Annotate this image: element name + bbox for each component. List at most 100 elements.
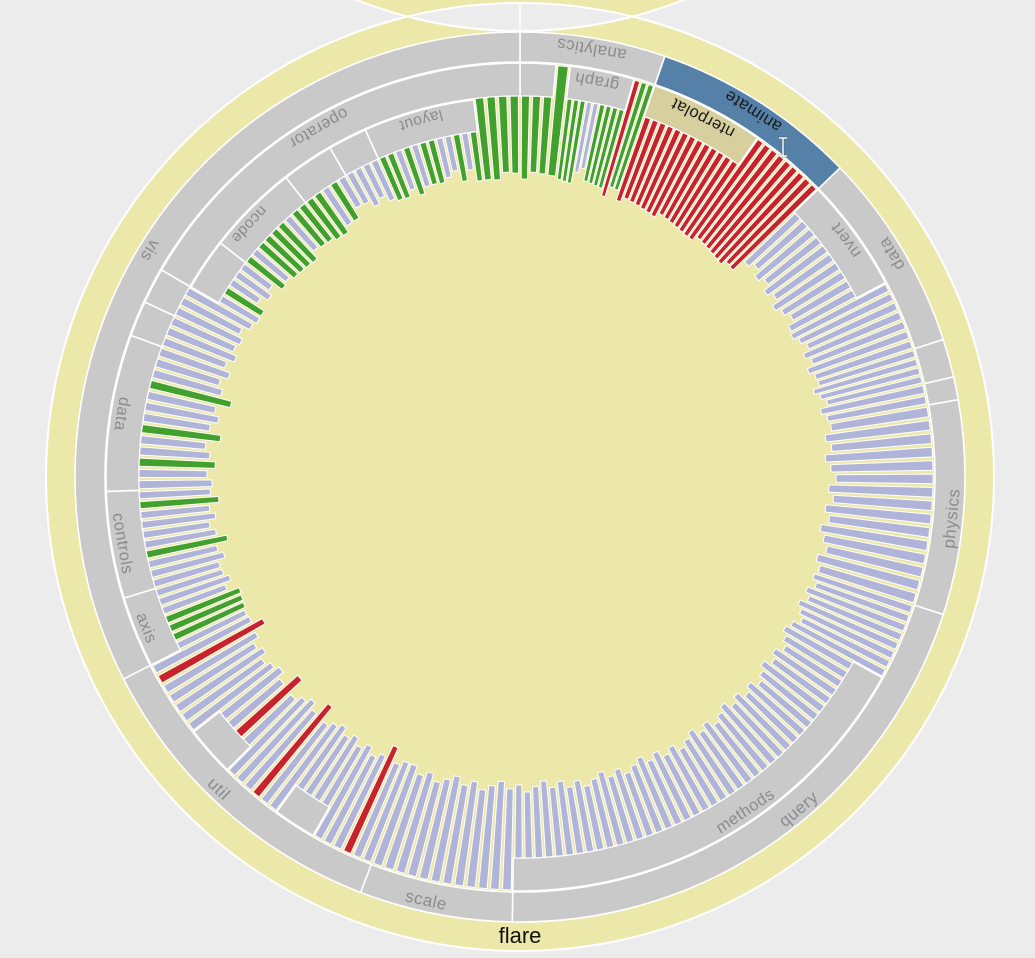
leaf-node[interactable] <box>386 152 411 200</box>
leaf-node[interactable] <box>220 666 284 721</box>
leaf-node[interactable] <box>623 771 654 838</box>
leaf-node[interactable] <box>615 116 652 203</box>
leaf-node[interactable] <box>296 723 348 791</box>
leaf-node[interactable] <box>805 302 899 350</box>
leaf-node[interactable] <box>613 83 655 191</box>
leaf-node[interactable] <box>306 197 342 241</box>
leaf-node[interactable] <box>145 534 229 559</box>
leaf-node[interactable] <box>753 228 816 282</box>
leaf-node[interactable] <box>174 306 244 346</box>
leaf-node[interactable] <box>828 514 931 538</box>
leaf-node[interactable] <box>418 778 452 881</box>
leaf-node[interactable] <box>760 660 826 713</box>
leaf-node[interactable] <box>824 504 932 525</box>
leaf-node[interactable] <box>228 696 307 777</box>
leaf-node[interactable] <box>187 661 275 731</box>
leaf-node[interactable] <box>291 208 327 248</box>
arc-cluster[interactable] <box>519 62 557 99</box>
leaf-node[interactable] <box>218 295 261 325</box>
leaf-node[interactable] <box>590 777 615 849</box>
leaf-node[interactable] <box>630 763 664 834</box>
leaf-node[interactable] <box>790 283 890 340</box>
leaf-node[interactable] <box>573 101 593 174</box>
leaf-node[interactable] <box>168 594 244 633</box>
leaf-node[interactable] <box>489 780 506 890</box>
leaf-node[interactable] <box>139 496 220 510</box>
leaf-node[interactable] <box>566 100 586 184</box>
leaf-node[interactable] <box>430 775 461 883</box>
leaf-node[interactable] <box>789 280 852 322</box>
leaf-node[interactable] <box>763 245 829 297</box>
leaf-node[interactable] <box>174 646 267 713</box>
leaf-node[interactable] <box>817 349 916 387</box>
leaf-node[interactable] <box>556 98 573 181</box>
leaf-node[interactable] <box>812 358 919 395</box>
leaf-node[interactable] <box>419 141 439 186</box>
leaf-node[interactable] <box>354 166 381 208</box>
leaf-node[interactable] <box>757 679 813 729</box>
leaf-node[interactable] <box>452 133 469 183</box>
leaf-node[interactable] <box>497 95 510 174</box>
leaf-node[interactable] <box>352 761 401 859</box>
leaf-node[interactable] <box>771 647 838 697</box>
leaf-node[interactable] <box>743 212 802 268</box>
leaf-node[interactable] <box>822 534 927 565</box>
leaf-node[interactable] <box>673 151 725 229</box>
leaf-node[interactable] <box>613 767 645 841</box>
leaf-node[interactable] <box>700 149 778 246</box>
leaf-node[interactable] <box>251 248 291 283</box>
leaf-node[interactable] <box>372 763 418 867</box>
leaf-node[interactable] <box>141 423 222 443</box>
leaf-node[interactable] <box>158 574 232 606</box>
leaf-node[interactable] <box>362 760 410 863</box>
leaf-node[interactable] <box>716 711 769 772</box>
leaf-node[interactable] <box>832 494 933 512</box>
leaf-node[interactable] <box>142 412 211 432</box>
leaf-node[interactable] <box>146 390 217 414</box>
leaf-node[interactable] <box>277 221 318 264</box>
leaf-node[interactable] <box>635 755 674 830</box>
leaf-node[interactable] <box>678 746 719 807</box>
leaf-node[interactable] <box>725 177 811 266</box>
leaf-node[interactable] <box>717 171 805 265</box>
leaf-node[interactable] <box>346 171 370 206</box>
leaf-node[interactable] <box>313 191 350 237</box>
leaf-node[interactable] <box>830 433 933 453</box>
leaf-node[interactable] <box>826 395 928 423</box>
leaf-node[interactable] <box>304 734 350 797</box>
leaf-node[interactable] <box>658 139 704 217</box>
leaf-node[interactable] <box>161 584 228 615</box>
leaf-node[interactable] <box>583 103 606 183</box>
leaf-node[interactable] <box>628 122 667 204</box>
leaf-node[interactable] <box>819 367 921 401</box>
leaf-node[interactable] <box>394 149 416 191</box>
leaf-node[interactable] <box>323 753 377 845</box>
leaf-node[interactable] <box>148 379 233 409</box>
leaf-node[interactable] <box>444 135 459 172</box>
leaf-node[interactable] <box>252 702 333 798</box>
leaf-node[interactable] <box>763 236 822 286</box>
leaf-node[interactable] <box>797 292 894 345</box>
leaf-node[interactable] <box>806 595 903 642</box>
leaf-node[interactable] <box>184 287 254 331</box>
leaf-node[interactable] <box>474 97 492 181</box>
leaf-node[interactable] <box>168 642 258 704</box>
leaf-node[interactable] <box>782 634 849 679</box>
leaf-node[interactable] <box>172 601 246 641</box>
arc-vis[interactable] <box>74 31 521 681</box>
leaf-node[interactable] <box>529 95 542 173</box>
leaf-node[interactable] <box>806 330 910 375</box>
leaf-node[interactable] <box>264 234 305 274</box>
leaf-node[interactable] <box>798 608 895 660</box>
leaf-node[interactable] <box>835 473 934 485</box>
leaf-node[interactable] <box>384 773 425 871</box>
leaf-node[interactable] <box>753 220 809 271</box>
leaf-node[interactable] <box>819 384 925 416</box>
leaf-node[interactable] <box>270 227 312 269</box>
leaf-node[interactable] <box>362 162 386 200</box>
leaf-node[interactable] <box>181 657 266 722</box>
leaf-node[interactable] <box>713 720 761 779</box>
leaf-node[interactable] <box>162 631 259 694</box>
leaf-node[interactable] <box>687 728 737 797</box>
leaf-node[interactable] <box>814 581 910 623</box>
